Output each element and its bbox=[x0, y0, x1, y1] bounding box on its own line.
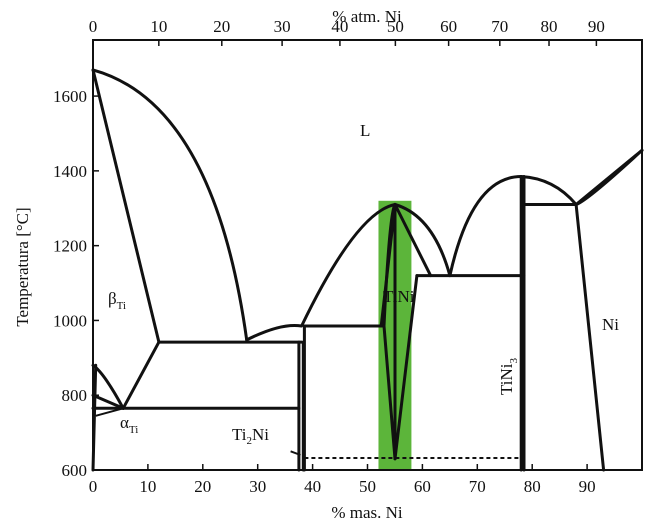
region-label-tini: TiNi bbox=[383, 287, 415, 306]
tini-lower-left bbox=[382, 324, 397, 461]
y-axis-ticks: 600 800 1000 1200 1400 1600 bbox=[53, 87, 99, 480]
top-tick-label: 90 bbox=[588, 17, 605, 36]
plot-area bbox=[92, 39, 643, 471]
bottom-axis-ticks: 0 10 20 30 40 50 60 70 80 90 bbox=[89, 464, 596, 496]
top-tick-label: 10 bbox=[150, 17, 167, 36]
top-tick-label: 60 bbox=[440, 17, 457, 36]
tini-lower-right bbox=[393, 274, 419, 461]
bottom-tick-label: 50 bbox=[359, 477, 376, 496]
beta-solidus bbox=[91, 68, 161, 344]
bottom-tick-label: 60 bbox=[414, 477, 431, 496]
top-tick-label: 70 bbox=[491, 17, 508, 36]
bottom-tick-label: 70 bbox=[469, 477, 486, 496]
eutectoid-right bbox=[121, 340, 161, 410]
plot-frame bbox=[92, 39, 643, 471]
y-tick-label: 600 bbox=[62, 461, 88, 480]
tini3-dome-right bbox=[519, 175, 578, 206]
bottom-axis-title: % mas. Ni bbox=[331, 503, 403, 522]
tini-right-boundary bbox=[393, 203, 433, 278]
y-tick-label: 1200 bbox=[53, 237, 87, 256]
alpha-ti-tick bbox=[95, 407, 124, 417]
y-tick-label: 1400 bbox=[53, 162, 87, 181]
alpha-solvus bbox=[91, 363, 98, 472]
bottom-tick-label: 80 bbox=[524, 477, 541, 496]
alpha-boundary bbox=[91, 393, 125, 410]
top-tick-label: 40 bbox=[331, 17, 348, 36]
bottom-tick-label: 0 bbox=[89, 477, 98, 496]
region-label-alpha-ti: αTi bbox=[120, 413, 138, 436]
top-tick-label: 50 bbox=[387, 17, 404, 36]
liquidus-ti-side bbox=[91, 68, 249, 342]
top-tick-label: 0 bbox=[89, 17, 98, 36]
region-label-tini3: TiNi3 bbox=[497, 357, 520, 395]
bottom-tick-label: 90 bbox=[579, 477, 596, 496]
tini3-dome-left bbox=[448, 175, 523, 278]
liquidus-to-tini bbox=[245, 203, 397, 342]
bottom-tick-label: 20 bbox=[194, 477, 211, 496]
solidus-ni-side bbox=[574, 148, 644, 206]
bottom-tick-label: 40 bbox=[304, 477, 321, 496]
top-tick-label: 20 bbox=[213, 17, 230, 36]
ni-solvus bbox=[574, 203, 606, 472]
bottom-tick-label: 30 bbox=[249, 477, 266, 496]
region-label-beta-ti: βTi bbox=[108, 289, 126, 312]
region-label-liquid: L bbox=[360, 121, 370, 140]
liquidus-tini-right bbox=[393, 203, 452, 278]
tini-left-boundary bbox=[379, 203, 397, 328]
tini-peritectic-985 bbox=[302, 324, 386, 472]
y-tick-label: 800 bbox=[62, 386, 88, 405]
top-axis-title: % atm. Ni bbox=[332, 7, 402, 26]
ti2ni-pointer bbox=[290, 450, 301, 456]
y-tick-label: 1600 bbox=[53, 87, 87, 106]
y-tick-label: 1000 bbox=[53, 311, 87, 330]
bottom-tick-label: 10 bbox=[139, 477, 156, 496]
top-axis-ticks: 0 10 20 30 40 50 60 70 80 90 bbox=[89, 17, 605, 46]
region-label-ti2ni: Ti2Ni bbox=[232, 425, 269, 447]
top-tick-label: 30 bbox=[274, 17, 291, 36]
phase-boundaries bbox=[91, 68, 644, 472]
region-label-ni: Ni bbox=[602, 315, 619, 334]
y-axis-title: Temperatura [°C] bbox=[13, 207, 32, 326]
top-tick-label: 80 bbox=[541, 17, 558, 36]
